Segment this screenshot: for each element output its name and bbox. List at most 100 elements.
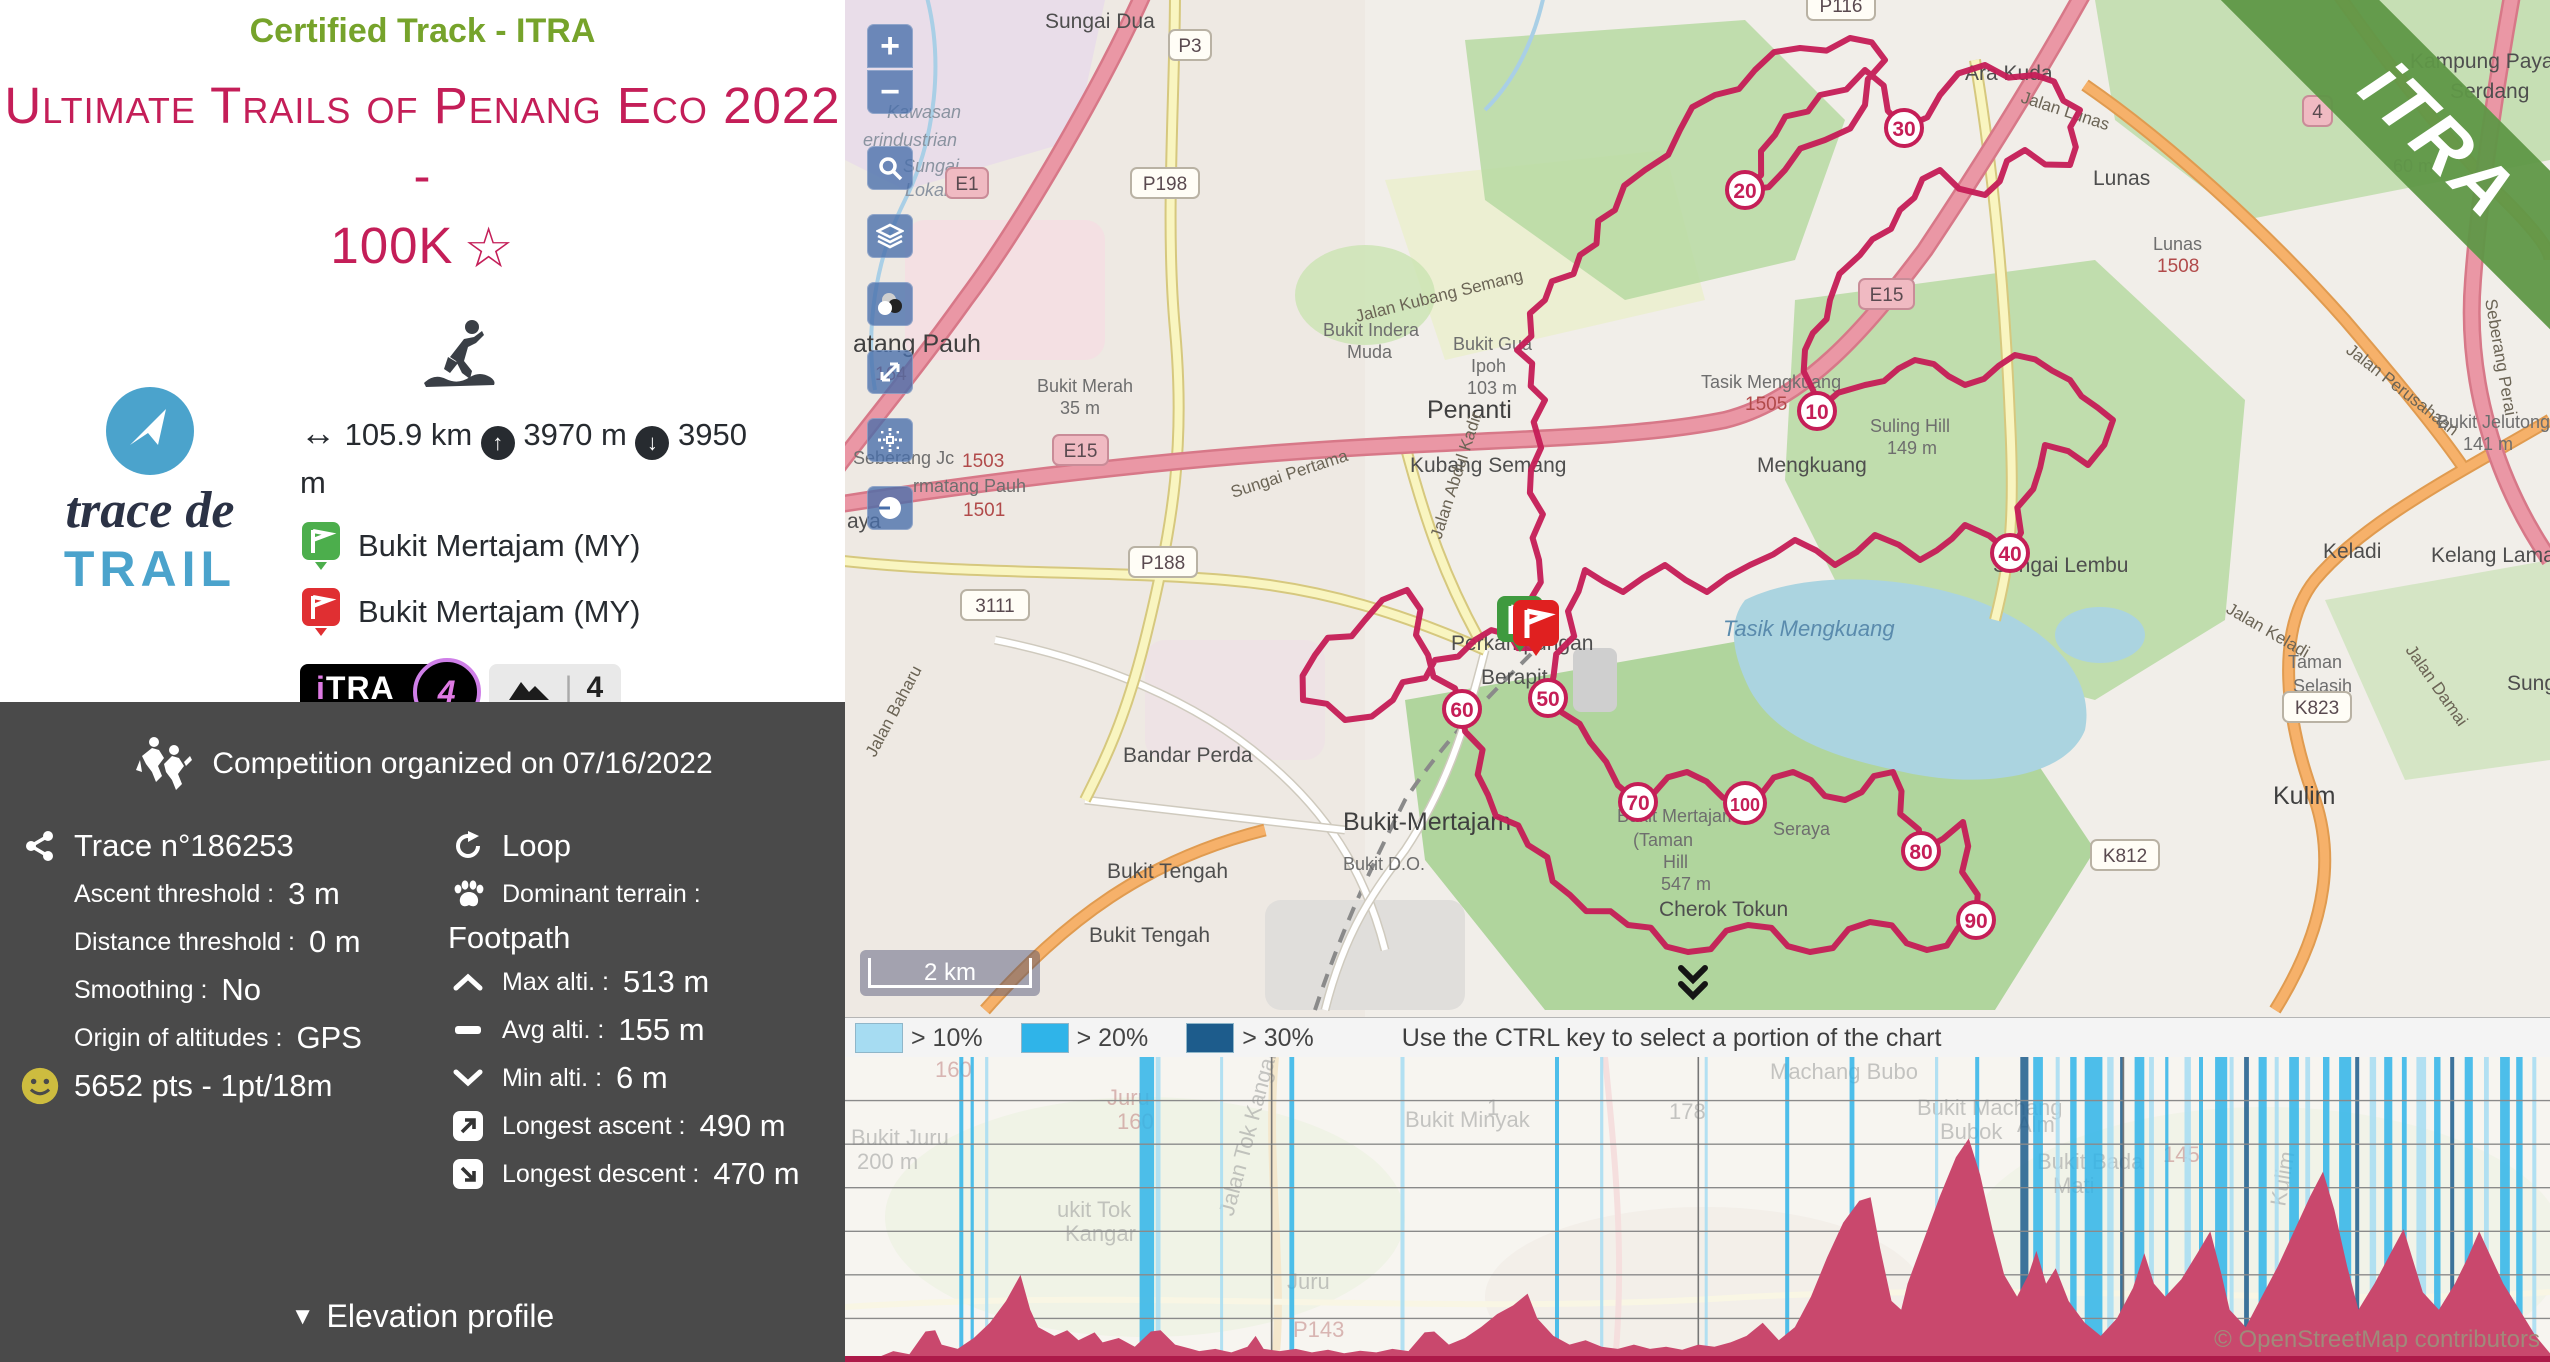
detail-value: No (221, 972, 262, 1007)
trace-detail-row: Distance threshold : 0 m (20, 918, 440, 966)
map-railway (1313, 648, 1537, 1011)
steep-gradient-stripe (2289, 1057, 2299, 1362)
trace-detail-row[interactable]: Trace n°186253 (20, 822, 440, 870)
detail-value: 6 m (616, 1060, 668, 1095)
svg-text:100: 100 (1730, 795, 1760, 815)
map-label: Sunga (2507, 672, 2550, 695)
steep-gradient-stripe (2401, 1057, 2407, 1362)
map-label: Bukit Gua (1453, 334, 1533, 354)
waypoint-marker-km70[interactable]: 70 (1618, 782, 1658, 822)
steep-gradient-stripe (2084, 1057, 2103, 1362)
map-label: Mengkuang (1757, 454, 1867, 477)
map-label: Sungai Dua (1045, 10, 1155, 33)
detail-value: 470 m (713, 1156, 800, 1191)
map-start-finish-markers[interactable] (1497, 596, 1559, 656)
svg-text:E15: E15 (1870, 285, 1904, 306)
map-label: Kubang Semang (1410, 454, 1566, 477)
detail-value: Loop (502, 828, 571, 863)
waypoint-marker-km100[interactable]: 100 (1723, 781, 1767, 825)
steep-gradient-stripe (985, 1057, 989, 1362)
detail-value: 5652 pts - 1pt/18m (74, 1068, 333, 1103)
map-label: 1505 (1745, 394, 1787, 415)
detail-value: 155 m (618, 1012, 705, 1047)
road-shield: P188 (1128, 546, 1198, 578)
steep-gradient-stripe (2055, 1057, 2060, 1362)
steep-gradient-stripe (970, 1057, 974, 1362)
chevron-down-icon (448, 1068, 488, 1088)
steep-gradient-stripe (2165, 1057, 2169, 1362)
map-label: Bukit-Mertajam (1343, 808, 1511, 836)
map[interactable]: Sungai Dua Ara Kuda Jalan Lunas Lunas Lunas 1… (845, 0, 2550, 1017)
waypoint-marker-km40[interactable]: 40 (1990, 533, 2030, 573)
steep-gradient-stripe (2033, 1057, 2043, 1362)
steep-gradient-stripe (2070, 1057, 2077, 1362)
detail-label: Longest descent : (502, 1159, 700, 1188)
waypoint-marker-km50[interactable]: 50 (1528, 678, 1568, 718)
map-controls: + − (867, 24, 913, 554)
steep-gradient-stripe (1785, 1057, 1790, 1362)
map-label: Bukit Minyak (1405, 1107, 1531, 1132)
fullscreen-button[interactable] (867, 350, 913, 394)
end-location-row: Bukit Mertajam (MY) (300, 586, 800, 638)
search-button[interactable] (867, 146, 913, 190)
map-kilometer-markers[interactable]: 10 20 30 40 50 60 70 80 90 100 (1442, 108, 2030, 940)
search-icon (879, 157, 903, 181)
zoom-in-button[interactable]: + (867, 24, 913, 68)
minus-icon (448, 1025, 488, 1035)
elevation-profile-chart[interactable]: 160 Juru 160 Bukit Juru 200 m ukit Tok Kangar J… (844, 1048, 2550, 1362)
waypoint-marker-km20[interactable]: 20 (1725, 170, 1765, 210)
steep-gradient-stripe (1600, 1057, 1604, 1362)
trace-details-left: Trace n°186253 Ascent threshold : 3 m Dista… (20, 822, 440, 1110)
map-finish-marker[interactable] (1513, 600, 1559, 656)
title-line2: 100K (330, 217, 454, 274)
favorite-star-icon[interactable]: ☆ (463, 216, 515, 279)
map-scale-bar: 2 km (860, 950, 1040, 996)
title-line1: Ultimate Trails of Penang Eco 2022 - (4, 77, 841, 204)
waypoint-marker-km80[interactable]: 80 (1901, 831, 1941, 871)
pan-grid-button[interactable] (867, 418, 913, 462)
collapse-chart-chevron[interactable] (1673, 962, 1713, 1009)
layers-button[interactable] (867, 214, 913, 258)
map-label: Bukit Merah (1037, 376, 1133, 396)
steep-gradient-stripe (2369, 1057, 2377, 1362)
steep-gradient-stripe (2134, 1057, 2145, 1362)
steep-gradient-stripe (2184, 1057, 2191, 1362)
elevation-profile-link[interactable]: ▼ Elevation profile (0, 1298, 845, 1335)
sidebar: Certified Track - ITRA Ultimate Trails o… (0, 0, 845, 1362)
detail-label: Longest ascent : (502, 1111, 686, 1140)
map-label: Keladi (2323, 540, 2381, 563)
map-label: Seraya (1773, 819, 1831, 839)
map-label: 1503 (962, 451, 1004, 472)
pan-grid-icon (878, 428, 902, 452)
trace-detail-row: Avg alti. : 155 m (448, 1006, 848, 1054)
basemap-button[interactable] (867, 282, 913, 326)
track-stats: ↔ 105.9 km ↑ 3970 m ↓ 3950 m (300, 410, 780, 506)
chart-hint: Use the CTRL key to select a portion of … (1401, 1023, 1942, 1052)
steep-gradient-stripe (2199, 1057, 2203, 1362)
svg-text:4: 4 (2312, 102, 2323, 123)
logo-text-trace-de: trace de (65, 482, 235, 539)
steep-gradient-stripe (2464, 1057, 2473, 1362)
steep-gradient-stripe (2532, 1057, 2537, 1362)
steep-gradient-stripe (1555, 1057, 1559, 1362)
map-label: 160 (935, 1057, 972, 1082)
svg-text:P198: P198 (1143, 174, 1187, 195)
gradient-swatch-20 (1020, 1023, 1069, 1053)
logo-text-trail: TRAIL (63, 541, 237, 597)
steep-gradient-stripe (2120, 1057, 2125, 1362)
waypoint-marker-km10[interactable]: 10 (1797, 391, 1837, 431)
waypoint-marker-km90[interactable]: 90 (1956, 900, 1996, 940)
steep-gradient-stripe (2500, 1057, 2510, 1362)
ascent-box-icon (448, 1110, 488, 1142)
compass-button[interactable] (867, 486, 913, 530)
detail-label: Min alti. : (502, 1063, 603, 1092)
waypoint-marker-km60[interactable]: 60 (1442, 689, 1482, 729)
detail-label: Origin of altitudes : (74, 1023, 283, 1052)
zoom-out-button[interactable]: − (867, 70, 913, 114)
road-shield: P3 (1168, 29, 1212, 61)
descent-value: 3950 m (300, 417, 748, 500)
waypoint-marker-km30[interactable]: 30 (1884, 108, 1924, 148)
map-label: Cherok Tokun (1659, 898, 1788, 921)
trace-de-trail-logo[interactable]: trace de TRAIL (0, 317, 300, 784)
